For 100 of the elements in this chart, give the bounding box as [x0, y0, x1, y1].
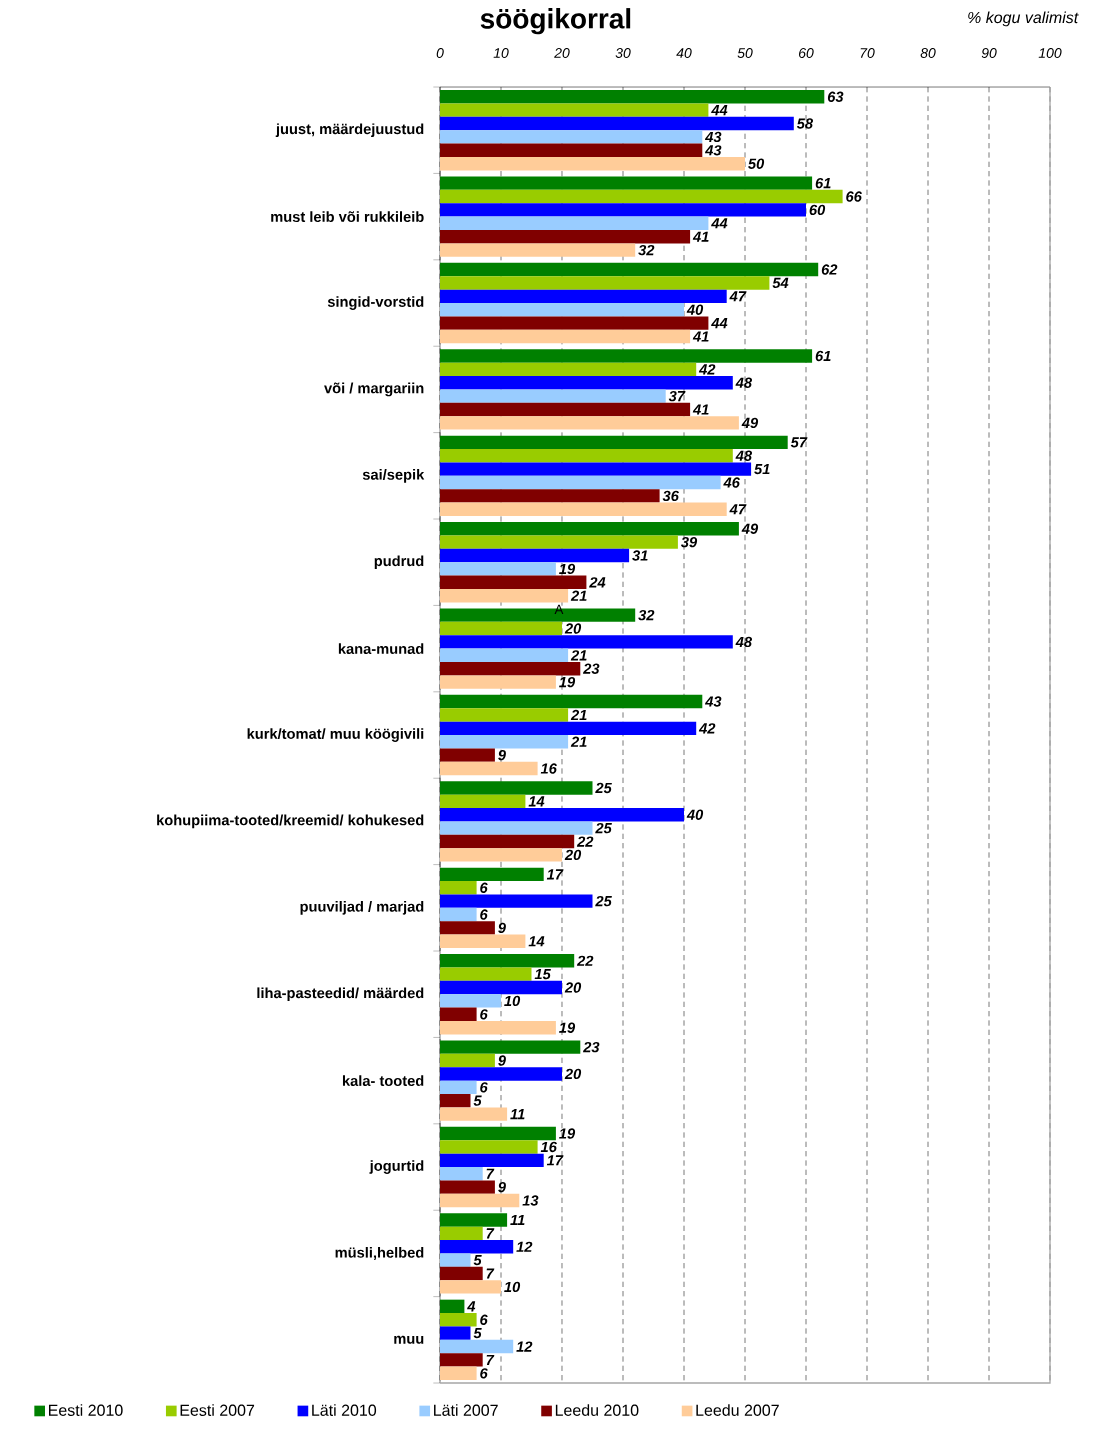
- data-label: 20: [564, 849, 582, 861]
- data-label: 20: [564, 982, 582, 993]
- bar: [440, 881, 477, 895]
- bar: [440, 821, 593, 835]
- bar: [440, 1353, 483, 1367]
- bar: [440, 621, 562, 636]
- bar: [440, 289, 727, 304]
- bar: [440, 589, 569, 603]
- bar: [440, 1107, 508, 1121]
- y-tick-label: pudrud: [374, 555, 424, 570]
- data-label: 23: [583, 663, 600, 674]
- y-tick-label: kurk/tomat/ muu köögivili: [247, 728, 424, 742]
- y-tick-label: kohupiima-tooted/kreemid/ kohukesed: [157, 814, 424, 829]
- bar: [440, 462, 752, 476]
- y-tick-label: liha-pasteedid/ määrded: [257, 987, 424, 1002]
- bar: [440, 1339, 514, 1354]
- x-tick-label: 20: [554, 48, 570, 58]
- data-label: 37: [668, 390, 686, 402]
- bar: [440, 1080, 477, 1095]
- x-tick-label: 50: [737, 48, 753, 58]
- bar: [440, 535, 678, 549]
- data-label: 17: [546, 1155, 564, 1166]
- bar: [440, 1053, 495, 1068]
- data-label: 43: [704, 145, 722, 156]
- y-tick-label: jogurtid: [369, 1160, 424, 1174]
- legend-label: Eesti 2007: [180, 1404, 255, 1416]
- bar: [440, 748, 495, 762]
- data-label: 6: [480, 1082, 488, 1093]
- data-label: 22: [576, 836, 594, 847]
- data-label: 49: [741, 417, 759, 429]
- bar: [440, 867, 544, 882]
- bar: [440, 157, 745, 171]
- data-label: 48: [735, 450, 753, 461]
- bar: [440, 548, 630, 563]
- bar: [440, 1021, 556, 1035]
- data-label: 6: [480, 882, 488, 893]
- legend-label: Eesti 2010: [48, 1404, 123, 1416]
- bar: [440, 721, 697, 736]
- bar: [440, 349, 813, 363]
- x-tick-label: 10: [493, 48, 509, 58]
- data-label: 4: [467, 1301, 476, 1312]
- y-tick-label: kana-munad: [338, 643, 424, 655]
- data-label: 25: [595, 895, 612, 907]
- bar: [440, 1313, 477, 1327]
- x-tick-label: 30: [615, 48, 631, 58]
- data-label: 47: [729, 504, 747, 515]
- bar: [440, 1213, 508, 1227]
- bar: [440, 954, 575, 968]
- data-label: 11: [510, 1109, 525, 1120]
- bar: [440, 1253, 471, 1267]
- data-label: 16: [540, 763, 557, 774]
- bar: [440, 416, 739, 430]
- data-label: 21: [570, 736, 587, 747]
- data-label: 12: [516, 1241, 533, 1252]
- data-label: 66: [846, 191, 862, 202]
- data-label: 6: [480, 1314, 488, 1325]
- chart-title: söögikorral: [480, 8, 631, 35]
- bar: [440, 934, 526, 948]
- bar: [440, 216, 709, 231]
- data-label: 62: [821, 264, 838, 275]
- bar: [440, 1326, 471, 1340]
- data-label: 40: [686, 304, 704, 315]
- bar: [440, 575, 587, 590]
- bar: [440, 103, 709, 117]
- bar: [440, 402, 691, 417]
- data-label: 6: [480, 909, 488, 920]
- bar: [440, 489, 660, 503]
- data-label: 61: [815, 177, 831, 189]
- bar: [440, 694, 703, 709]
- data-label: 48: [735, 377, 753, 388]
- bar: [440, 1266, 483, 1281]
- legend-label: Leedu 2007: [696, 1404, 779, 1416]
- bar: [440, 1167, 483, 1181]
- y-tick-label: sai/sepik: [362, 468, 425, 483]
- y-tick-label: puuviljad / marjad: [300, 900, 424, 915]
- bar: [440, 1067, 562, 1081]
- data-label: 41: [692, 331, 709, 342]
- bar: [440, 243, 636, 257]
- bar: [440, 1240, 514, 1254]
- bar: [440, 435, 788, 450]
- data-label: 36: [662, 490, 679, 502]
- data-label: 47: [729, 291, 747, 302]
- data-label: 19: [559, 676, 576, 688]
- legend-label: Läti 2007: [434, 1404, 498, 1416]
- bar: [440, 475, 721, 490]
- data-label: 20: [564, 1068, 582, 1080]
- bar: [440, 203, 806, 217]
- data-label: 9: [498, 1181, 506, 1193]
- data-label: 14: [528, 796, 545, 807]
- data-label: 60: [809, 204, 826, 216]
- bar: [440, 262, 819, 277]
- data-label: 32: [638, 609, 655, 621]
- y-tick-label: või / margariin: [324, 382, 424, 397]
- bar: [440, 994, 501, 1008]
- data-label: 61: [815, 350, 831, 362]
- data-label: 13: [522, 1195, 539, 1206]
- bar: [440, 1126, 556, 1141]
- bar: [440, 389, 666, 403]
- y-tick-label: juust, määrdejuustud: [275, 123, 424, 138]
- data-label: 9: [498, 1055, 506, 1066]
